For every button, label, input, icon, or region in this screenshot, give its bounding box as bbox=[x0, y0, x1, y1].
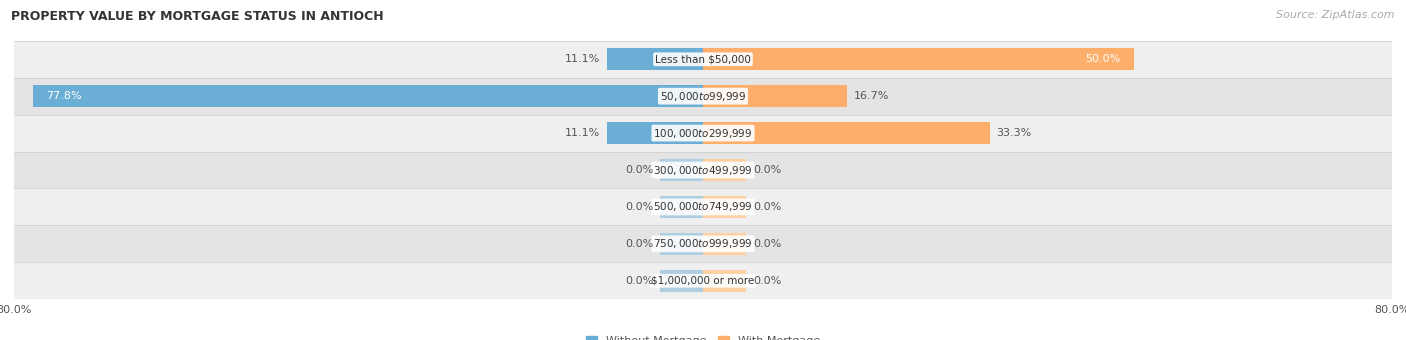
Bar bbox=[14, 41, 1392, 78]
Bar bbox=[659, 196, 703, 218]
Text: $50,000 to $99,999: $50,000 to $99,999 bbox=[659, 90, 747, 103]
Bar bbox=[703, 159, 747, 181]
Text: $750,000 to $999,999: $750,000 to $999,999 bbox=[654, 237, 752, 250]
Bar bbox=[14, 78, 1392, 115]
Bar bbox=[703, 85, 846, 107]
Text: 0.0%: 0.0% bbox=[624, 276, 652, 286]
Text: Less than $50,000: Less than $50,000 bbox=[655, 54, 751, 64]
Text: 0.0%: 0.0% bbox=[754, 202, 782, 212]
Bar bbox=[14, 115, 1392, 152]
Text: 0.0%: 0.0% bbox=[624, 202, 652, 212]
Bar bbox=[14, 188, 1392, 225]
Bar bbox=[703, 270, 747, 292]
Bar bbox=[659, 233, 703, 255]
Bar bbox=[14, 152, 1392, 188]
Text: $100,000 to $299,999: $100,000 to $299,999 bbox=[654, 126, 752, 140]
Text: 50.0%: 50.0% bbox=[1085, 54, 1121, 64]
Bar bbox=[703, 48, 1133, 70]
Text: 11.1%: 11.1% bbox=[565, 54, 600, 64]
Bar bbox=[32, 85, 703, 107]
Bar bbox=[14, 262, 1392, 299]
Bar bbox=[14, 225, 1392, 262]
Bar bbox=[703, 122, 990, 144]
Text: 0.0%: 0.0% bbox=[754, 276, 782, 286]
Text: 77.8%: 77.8% bbox=[46, 91, 82, 101]
Text: $300,000 to $499,999: $300,000 to $499,999 bbox=[654, 164, 752, 176]
Text: 16.7%: 16.7% bbox=[853, 91, 889, 101]
Bar bbox=[703, 196, 747, 218]
Text: $500,000 to $749,999: $500,000 to $749,999 bbox=[654, 200, 752, 214]
Bar bbox=[659, 270, 703, 292]
Text: 0.0%: 0.0% bbox=[624, 239, 652, 249]
Text: 11.1%: 11.1% bbox=[565, 128, 600, 138]
Text: PROPERTY VALUE BY MORTGAGE STATUS IN ANTIOCH: PROPERTY VALUE BY MORTGAGE STATUS IN ANT… bbox=[11, 10, 384, 23]
Bar bbox=[607, 122, 703, 144]
Bar bbox=[607, 48, 703, 70]
Legend: Without Mortgage, With Mortgage: Without Mortgage, With Mortgage bbox=[582, 332, 824, 340]
Text: $1,000,000 or more: $1,000,000 or more bbox=[651, 276, 755, 286]
Text: 0.0%: 0.0% bbox=[754, 239, 782, 249]
Text: Source: ZipAtlas.com: Source: ZipAtlas.com bbox=[1277, 10, 1395, 20]
Text: 0.0%: 0.0% bbox=[754, 165, 782, 175]
Bar bbox=[659, 159, 703, 181]
Text: 33.3%: 33.3% bbox=[997, 128, 1032, 138]
Text: 0.0%: 0.0% bbox=[624, 165, 652, 175]
Bar bbox=[703, 233, 747, 255]
